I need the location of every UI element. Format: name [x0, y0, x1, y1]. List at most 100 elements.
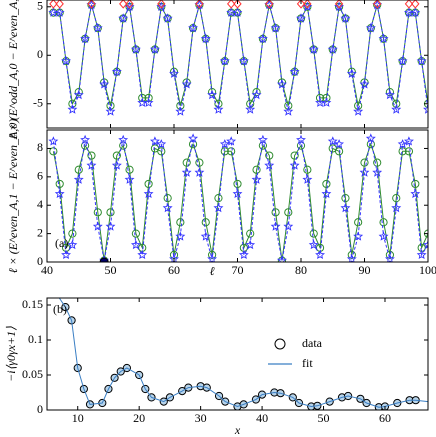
marker-circle [49, 147, 58, 156]
marker-circle [220, 147, 229, 156]
marker-circle [163, 194, 172, 203]
marker-star [346, 68, 357, 78]
marker-star [226, 136, 237, 146]
marker-star [54, 188, 65, 199]
legend-label: fit [302, 356, 313, 370]
marker-circle [131, 229, 140, 238]
marker-star [175, 106, 186, 116]
marker-diamond [411, 0, 420, 9]
marker-circle [201, 218, 210, 227]
marker-star [321, 97, 332, 107]
marker-star [391, 104, 402, 114]
marker-star [213, 202, 224, 213]
marker-diamond [87, 0, 96, 9]
x-tick-label: 40 [256, 411, 268, 425]
y-tick-label: 0.1 [28, 332, 43, 346]
marker-star [130, 44, 141, 54]
marker-circle [404, 147, 414, 156]
marker-star [308, 239, 319, 250]
marker-circle [87, 151, 96, 160]
marker-star [61, 55, 72, 66]
marker-circle [284, 208, 293, 217]
marker-circle [303, 165, 312, 174]
y-axis-label: ℓ × (E^even_A,1 − E^even_A,0) [6, 119, 20, 274]
marker-star [251, 89, 262, 100]
marker-circle [55, 179, 64, 189]
marker-circle [74, 165, 83, 174]
x-tick-label: 30 [195, 411, 207, 425]
marker-star [105, 106, 116, 116]
marker-star [353, 106, 364, 116]
series-line [53, 4, 428, 106]
marker-dot [99, 257, 109, 262]
marker-star [143, 97, 154, 107]
marker-diamond [303, 0, 312, 9]
marker-star [372, 167, 383, 177]
marker-diamond [334, 0, 344, 9]
marker-star [276, 79, 287, 89]
marker-star [105, 221, 116, 231]
marker-star [207, 89, 218, 100]
marker-star [353, 231, 364, 241]
marker-circle [208, 88, 217, 97]
marker-star [283, 106, 294, 116]
marker-circle [354, 101, 363, 110]
marker-star [73, 174, 84, 184]
marker-circle [176, 218, 185, 227]
x-tick-label: 40 [41, 263, 53, 277]
marker-star [200, 231, 211, 241]
plot-area [48, 133, 428, 262]
y-tick-label: 0.05 [22, 367, 43, 381]
marker-star [327, 44, 338, 54]
x-axis-label: ℓ [210, 264, 215, 278]
marker-star [80, 33, 91, 43]
marker-star [397, 139, 408, 149]
marker-star [365, 22, 376, 33]
marker-circle [195, 158, 204, 167]
marker-circle [341, 194, 350, 203]
marker-star [92, 221, 103, 231]
marker-circle [379, 218, 388, 227]
marker-circle [246, 229, 255, 238]
marker-star [410, 7, 421, 17]
marker-circle [252, 165, 261, 174]
legend-marker [274, 338, 286, 350]
marker-star [137, 249, 148, 260]
marker-star [308, 44, 319, 54]
y-tick-label: 6 [37, 169, 43, 183]
marker-circle [74, 88, 83, 97]
marker-star [359, 167, 370, 177]
y-axis-label: ℓ × (E^odd_A,0 − E^even_A,0) [6, 0, 20, 139]
marker-star [257, 33, 268, 43]
marker-star [315, 249, 325, 260]
y-tick-label: 5 [37, 0, 43, 13]
x-tick-label: 60 [379, 411, 391, 425]
marker-star [416, 55, 427, 66]
marker-star [270, 22, 281, 33]
marker-diamond [404, 0, 414, 9]
series-line [53, 4, 428, 112]
marker-star [423, 239, 428, 250]
panel-label: (b) [53, 302, 67, 316]
marker-star [169, 68, 179, 78]
marker-star [403, 136, 414, 146]
marker-star [156, 139, 167, 149]
marker-star [67, 239, 78, 250]
panel-label: (a) [55, 236, 68, 250]
plot-area [58, 298, 428, 410]
x-tick-label: 20 [133, 411, 145, 425]
marker-diamond [296, 0, 306, 9]
axes-frame [46, 297, 429, 411]
marker-circle [360, 158, 369, 167]
marker-diamond [265, 0, 274, 9]
marker-circle [246, 99, 255, 108]
marker-diamond [49, 0, 58, 9]
marker-star [143, 188, 154, 199]
marker-star [181, 79, 192, 89]
marker-star [251, 174, 262, 184]
y-tick-label: 4 [37, 197, 43, 211]
x-tick-label: 70 [232, 263, 244, 277]
marker-circle [227, 147, 236, 156]
axes-frame [46, 0, 429, 129]
